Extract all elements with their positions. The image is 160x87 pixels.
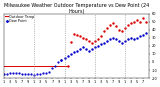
Title: Milwaukee Weather Outdoor Temperature vs Dew Point (24 Hours): Milwaukee Weather Outdoor Temperature vs… bbox=[4, 3, 149, 14]
Legend: Outdoor Temp, Dew Point: Outdoor Temp, Dew Point bbox=[5, 14, 35, 23]
